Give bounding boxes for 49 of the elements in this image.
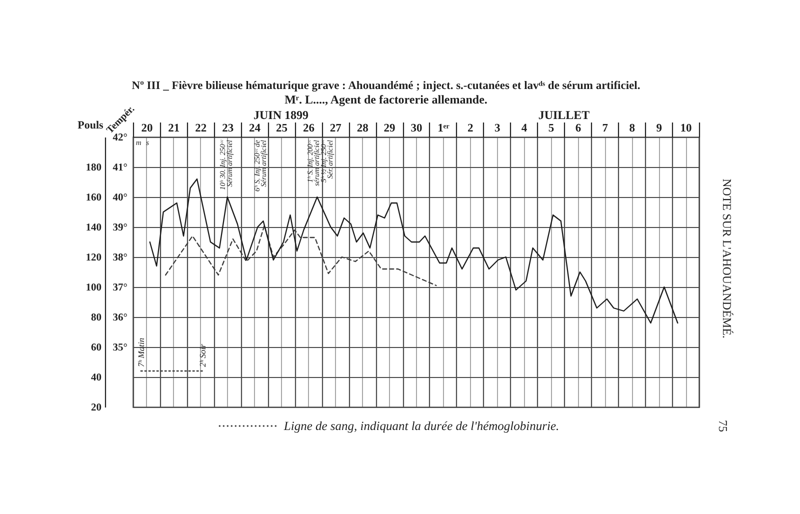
y-tick-label: 60: [91, 342, 102, 354]
x-tick-label: 8: [629, 122, 636, 134]
x-tick-label: 3: [494, 122, 500, 134]
y-tick-label: 160: [86, 192, 102, 204]
y2-tick-label: 37°: [112, 282, 128, 294]
x-tick-label: 27: [330, 122, 342, 134]
y-tick-label: 140: [86, 222, 102, 234]
x-tick-label: 10: [680, 122, 692, 134]
x-tick-label: 30: [410, 122, 422, 134]
y-tick-label: 40: [91, 372, 102, 384]
annotation: 7ʰ Matin: [136, 338, 146, 367]
y-tick-label: 180: [86, 162, 102, 174]
x-tick-label: 6: [575, 122, 582, 134]
x-tick-label: 21: [168, 122, 180, 134]
legend-label: Ligne de sang, indiquant la durée de l'hémoglobinurie.: [282, 419, 560, 433]
y-tick-label: 120: [86, 252, 102, 264]
y2-tick-label: 36°: [112, 312, 128, 324]
x-tick-label: 20: [141, 122, 153, 134]
x-tick-label: 25: [276, 122, 288, 134]
x-tick-label: 2: [468, 122, 474, 134]
annotation: 2ʰ Soir: [198, 343, 208, 367]
x-tick-label: 1ᵉʳ: [438, 122, 450, 134]
x-tick-label: 22: [195, 122, 207, 134]
y2-tick-label: 42°: [112, 132, 128, 144]
chart-title: Nº III _ Fièvre bilieuse hématurique grave : Ahouandémé ; inject. s.-cutanées et lavᵈˢ de sérum artificiel.: [132, 80, 640, 92]
y2-tick-label: 40°: [112, 192, 128, 204]
y-tick-label: 80: [91, 312, 102, 324]
x-tick-label: 28: [356, 122, 369, 134]
line-series: [164, 224, 437, 286]
text: NOTE SUR L'AHOUANDÉMÉ.: [720, 178, 734, 338]
y-axis-title: Pouls: [78, 120, 104, 132]
x-tick-label: 7: [602, 122, 608, 134]
y-tick-label: 100: [86, 282, 102, 294]
x-tick-label: 5: [548, 122, 554, 134]
x-tick-label: 24: [249, 122, 261, 134]
text: 75: [716, 420, 730, 432]
x-tick-label: 26: [302, 122, 315, 134]
text: JUIN 1899: [253, 108, 309, 122]
y2-tick-label: 41°: [112, 162, 128, 174]
x-tick-label: 4: [521, 122, 528, 134]
x-tick-label: 9: [656, 122, 662, 134]
x-tick-label: 29: [384, 122, 396, 134]
text: JUILLET: [538, 108, 590, 122]
x-tick-label: 23: [222, 122, 234, 134]
y2-tick-label: 39°: [112, 222, 128, 234]
y-tick-label: 20: [91, 402, 102, 414]
y2-tick-label: 38°: [112, 252, 128, 264]
y2-tick-label: 35°: [112, 342, 128, 354]
chart-subtitle: Mʳ. L...., Agent de factorerie allemande.: [284, 92, 488, 106]
